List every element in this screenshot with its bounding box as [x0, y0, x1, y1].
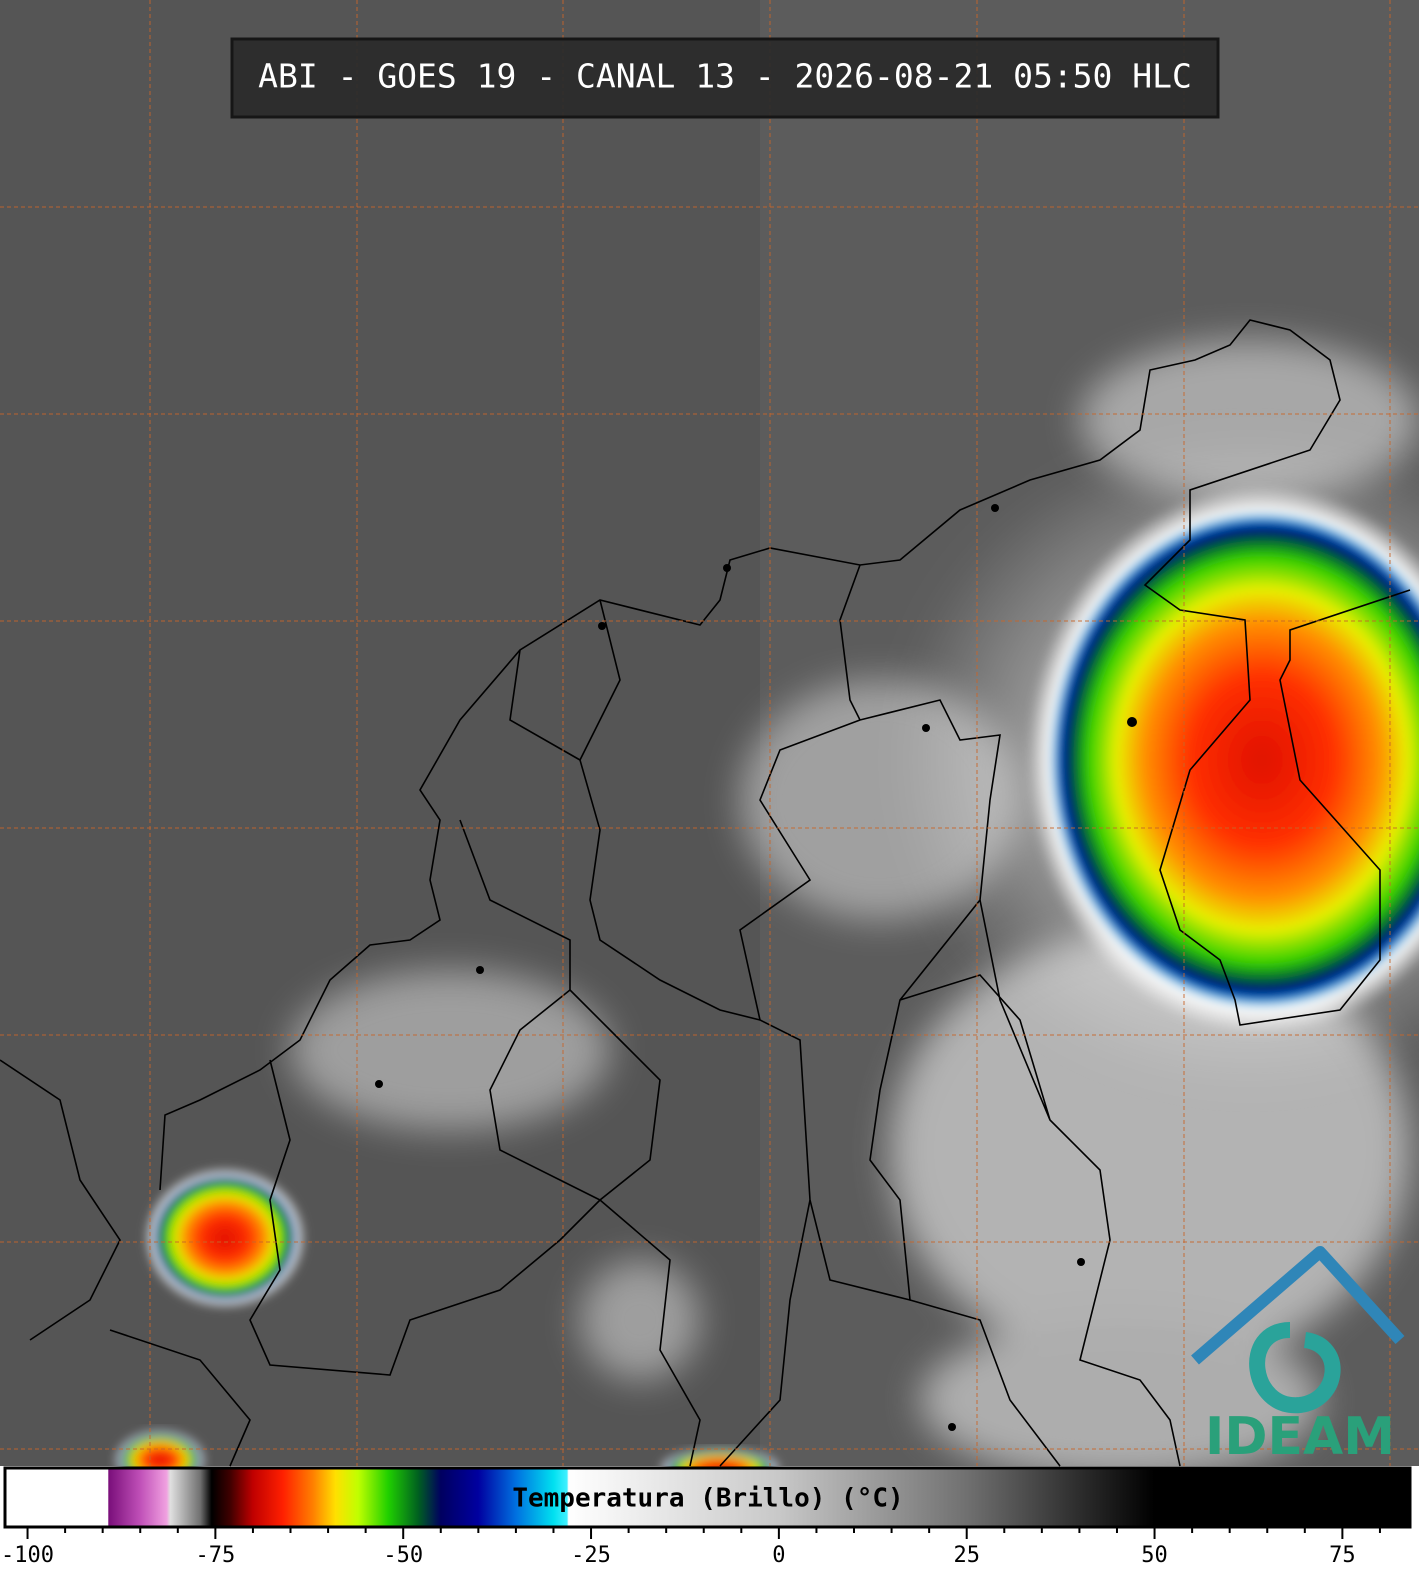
tick-label: 0	[772, 1543, 785, 1568]
logo-text: IDEAM	[1205, 1407, 1395, 1467]
colorbar-label: Temperatura (Brillo) (°C)	[512, 1484, 903, 1514]
tick-label: -100	[1, 1543, 54, 1568]
tick-label: 75	[1329, 1543, 1356, 1568]
tick-label: 25	[953, 1543, 980, 1568]
colorbar: -100 -75 -50 -25 0 25 50 75 Temperatura (Brillo)…	[1, 1466, 1412, 1568]
logo: IDEAM	[1191, 1246, 1405, 1467]
title: ABI - GOES 19 - CANAL 13 - 2026-08-21 05…	[258, 57, 1192, 96]
tick-label: -25	[571, 1543, 611, 1568]
tick-label: 50	[1141, 1543, 1168, 1568]
tick-label: -75	[195, 1543, 235, 1568]
title-box	[230, 37, 1220, 119]
satellite-map	[0, 0, 1419, 1490]
colorbar-fill	[3, 1466, 1412, 1529]
tick-label: -50	[383, 1543, 423, 1568]
